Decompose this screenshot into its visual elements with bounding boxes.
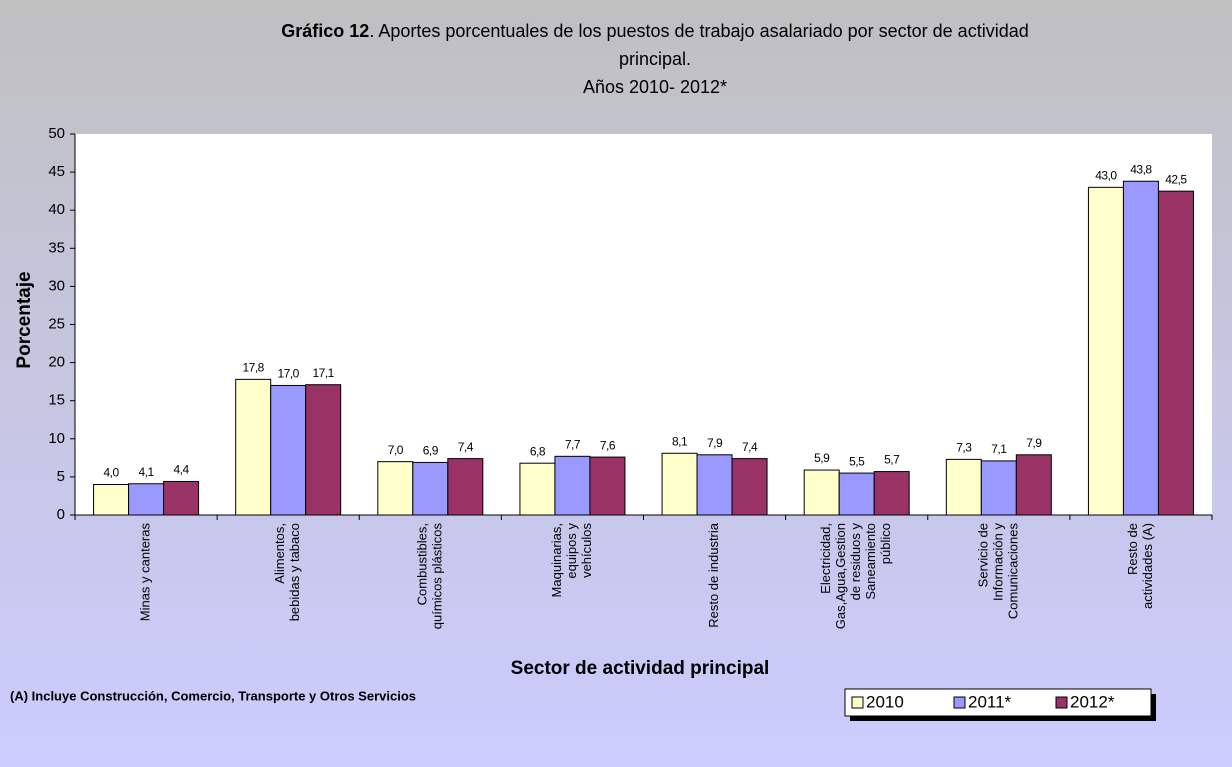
x-tick-label: público [878,523,893,564]
x-tick-label: Comunicaciones [1005,523,1020,620]
x-tick-label: Combustibles, [414,523,429,605]
bar [270,384,307,516]
x-tick-label: Resto de [1125,523,1140,575]
y-tick-label: 5 [57,468,65,485]
data-label: 42,5 [1165,172,1187,186]
bar [980,460,1017,516]
bar [93,484,130,516]
y-tick-label: 15 [48,392,65,409]
bar [945,458,982,516]
x-tick-label: equipos y [564,523,579,579]
data-label: 8,1 [672,434,688,448]
data-label: 5,7 [884,453,900,467]
y-tick-label: 10 [48,430,65,447]
x-tick-label: vehículos [579,523,594,578]
y-tick-label: 0 [57,506,65,523]
data-label: 7,9 [707,436,723,450]
bar [519,462,556,516]
data-label: 17,0 [278,367,300,381]
data-label: 4,4 [173,463,189,477]
x-tick-label: químicos plásticos [429,523,444,630]
y-tick-label: 45 [48,163,65,180]
chart-title: Gráfico 12. Aportes porcentuales de los … [281,21,1028,41]
bar [412,461,449,516]
bar [803,469,840,516]
data-label: 5,5 [849,454,865,468]
title-line: principal. [619,49,691,69]
bar [1087,186,1124,516]
legend-swatch [953,696,966,709]
data-label: 7,7 [565,437,581,451]
bar [661,452,698,516]
bar [1122,180,1159,516]
note: (A) Incluye Construcción, Comercio, Tran… [10,688,416,703]
data-label: 6,9 [423,444,439,458]
data-label: 7,9 [1026,436,1042,450]
y-tick-label: 30 [48,277,65,294]
data-label: 17,1 [313,366,335,380]
x-tick-label: Electricidad, [818,523,833,594]
data-label: 17,8 [243,361,265,375]
x-tick-label: bebidas y tabaco [287,523,302,621]
x-tick-label: Minas y canteras [138,523,153,622]
title-bold: Gráfico 12 [281,21,369,41]
data-label: 7,3 [956,441,972,455]
bar [163,480,200,516]
data-label: 4,1 [138,465,154,479]
title-line: Años 2010- 2012* [583,77,727,97]
bar [377,461,414,516]
bar [696,454,733,516]
x-tick-label: Saneamiento [863,523,878,600]
x-axis-title: Sector de actividad principal [511,658,770,679]
bar [447,458,484,516]
y-axis-title: Porcentaje [14,271,35,368]
legend-swatch [851,696,864,709]
x-tick-label: Resto de industria [706,522,721,628]
data-label: 7,4 [742,440,758,454]
legend-label: 2012* [1070,692,1115,711]
data-label: 7,6 [600,438,616,452]
bar [305,384,342,516]
legend [844,688,1152,717]
bar [1015,454,1052,516]
data-label: 7,4 [458,440,474,454]
y-tick-label: 25 [48,315,65,332]
x-tick-label: Servicio de [975,523,990,587]
x-tick-label: Alimentos, [272,523,287,584]
bar [589,456,626,516]
y-tick-label: 35 [48,239,65,256]
bar [554,455,591,516]
bar [873,471,910,516]
data-label: 4,0 [103,466,119,480]
legend-label: 2010 [866,692,904,711]
data-label: 43,0 [1095,169,1117,183]
data-label: 7,0 [388,443,404,457]
bar [731,458,768,516]
x-tick-label: Maquinarias, [549,523,564,597]
bar [838,472,875,516]
data-label: 7,1 [991,442,1007,456]
data-label: 5,9 [814,451,830,465]
x-tick-label: de residuos y [848,523,863,601]
title-line: . Aportes porcentuales de los puestos de… [369,21,1028,41]
data-label: 6,8 [530,444,546,458]
bar [1157,190,1194,516]
legend-label: 2011* [968,692,1012,711]
bar [128,483,165,516]
y-tick-label: 50 [48,125,65,142]
y-tick-label: 20 [48,354,65,371]
x-tick-label: Gas,Agua,Gestion [833,523,848,629]
y-tick-label: 40 [48,201,65,218]
x-tick-label: Información y [990,523,1005,602]
legend-swatch [1055,696,1068,709]
bar [235,378,272,516]
data-label: 43,8 [1130,162,1152,176]
x-tick-label: actividades (A) [1140,523,1155,609]
